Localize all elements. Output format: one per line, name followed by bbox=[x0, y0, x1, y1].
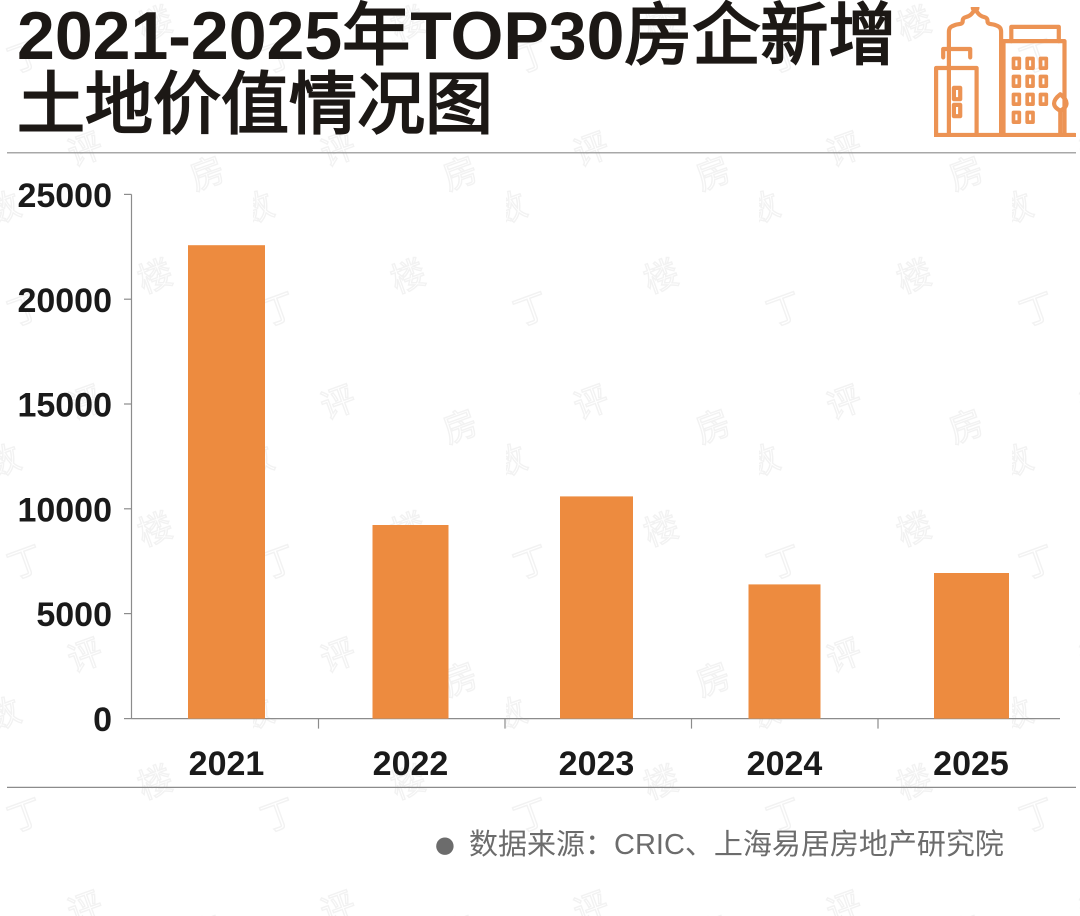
svg-text:数据来源：CRIC、上海易居房地产研究院: 数据来源：CRIC、上海易居房地产研究院 bbox=[469, 828, 1004, 861]
svg-text:2024: 2024 bbox=[747, 745, 823, 783]
svg-text:0: 0 bbox=[93, 701, 112, 739]
svg-text:2023: 2023 bbox=[559, 745, 635, 783]
svg-text:5000: 5000 bbox=[36, 596, 112, 634]
svg-text:10000: 10000 bbox=[17, 491, 112, 529]
svg-text:2022: 2022 bbox=[373, 745, 449, 783]
svg-text:15000: 15000 bbox=[17, 387, 112, 425]
svg-text:2021: 2021 bbox=[189, 745, 265, 783]
svg-text:2025: 2025 bbox=[933, 745, 1009, 783]
svg-text:25000: 25000 bbox=[17, 177, 112, 215]
svg-text:20000: 20000 bbox=[17, 282, 112, 320]
